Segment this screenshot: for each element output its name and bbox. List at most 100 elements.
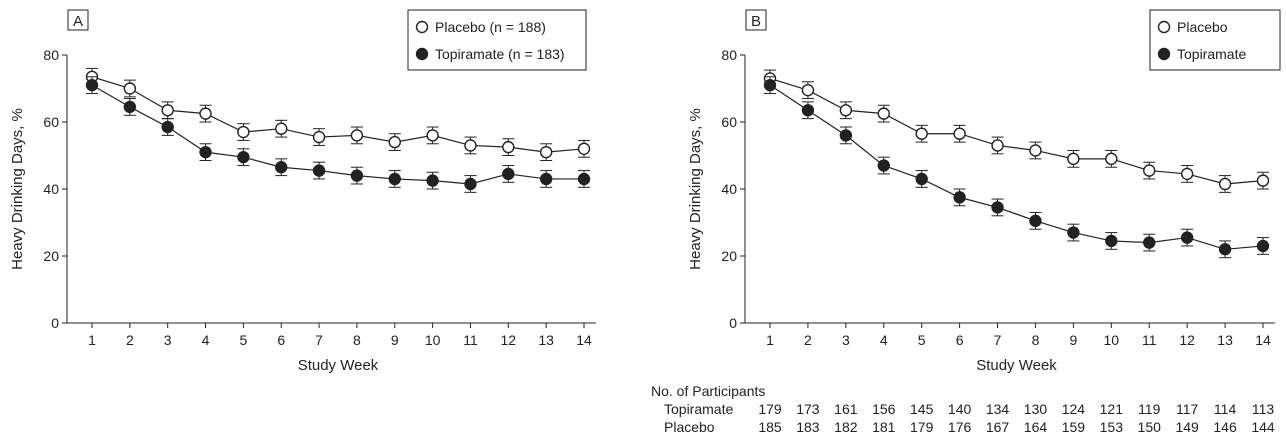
- series-line: [769, 84, 1264, 250]
- y-tick-label: 40: [721, 181, 737, 197]
- series-line: [91, 84, 584, 185]
- legend-label: Placebo: [1177, 19, 1228, 35]
- data-point: [312, 130, 326, 144]
- data-point: [577, 172, 591, 186]
- y-axis-label: Heavy Drinking Days, %: [9, 108, 26, 270]
- data-point: [1105, 234, 1118, 248]
- data-point: [161, 120, 174, 134]
- y-tick-label: 60: [43, 114, 59, 130]
- legend-marker: [415, 47, 429, 61]
- data-point: [464, 177, 477, 191]
- data-point: [953, 191, 966, 204]
- y-tick-label: 20: [721, 248, 737, 264]
- y-tick-label: 20: [43, 248, 59, 264]
- participants-count: 130: [1024, 401, 1048, 417]
- data-point: [388, 172, 401, 186]
- x-tick-label: 5: [239, 332, 247, 348]
- legend: Placebo (n = 188) Topiramate (n = 183): [407, 9, 587, 71]
- data-point: [839, 129, 853, 142]
- participants-count: 161: [834, 401, 858, 417]
- x-tick-label: 7: [994, 332, 1002, 348]
- panel-label-box: [67, 9, 89, 31]
- participants-count: 149: [1175, 419, 1199, 435]
- data-point: [1067, 226, 1080, 239]
- participants-count: 185: [758, 419, 782, 435]
- data-point: [161, 104, 174, 117]
- participants-count: 179: [910, 419, 934, 435]
- data-point: [991, 201, 1004, 214]
- data-point: [199, 145, 212, 159]
- data-point: [1143, 236, 1156, 249]
- series-topiramate: [85, 76, 591, 193]
- legend-label: Placebo (n = 188): [435, 19, 546, 35]
- data-point: [1180, 167, 1194, 181]
- participants-count: 176: [948, 419, 972, 435]
- data-point: [577, 142, 591, 156]
- x-tick-label: 4: [880, 332, 888, 348]
- participants-row-label: Topiramate: [664, 401, 733, 417]
- data-point: [275, 122, 288, 135]
- data-point: [801, 104, 815, 117]
- participants-count: 182: [834, 419, 858, 435]
- participants-count: 144: [1251, 419, 1275, 435]
- series-topiramate: [763, 76, 1270, 259]
- data-point: [426, 129, 439, 142]
- x-tick-label: 2: [126, 332, 134, 348]
- legend-box: [407, 9, 587, 71]
- data-point: [350, 169, 364, 182]
- participants-count: 124: [1062, 401, 1086, 417]
- x-tick-label: 12: [501, 332, 517, 348]
- data-point: [123, 82, 137, 95]
- data-point: [388, 135, 401, 149]
- data-point: [915, 172, 928, 186]
- data-point: [915, 127, 928, 140]
- participants-count: 145: [910, 401, 934, 417]
- series-placebo: [85, 67, 591, 162]
- data-point: [877, 159, 890, 172]
- data-point: [763, 78, 777, 92]
- participants-table-title: No. of Participants: [651, 383, 765, 399]
- data-point: [1029, 214, 1042, 228]
- x-tick-label: 3: [164, 332, 172, 348]
- participants-count: 119: [1138, 401, 1161, 417]
- y-tick-label: 60: [721, 114, 737, 130]
- data-point: [1029, 144, 1042, 157]
- data-point: [1218, 243, 1232, 256]
- y-tick-label: 0: [51, 315, 59, 331]
- data-point: [85, 78, 99, 92]
- participants-count: 134: [986, 401, 1010, 417]
- participants-count: 114: [1214, 401, 1237, 417]
- data-point: [426, 174, 439, 187]
- legend: Placebo Topiramate: [1149, 9, 1281, 71]
- x-tick-label: 6: [277, 332, 285, 348]
- x-tick-label: 1: [88, 332, 96, 348]
- series-line: [769, 77, 1264, 185]
- panel-label: A: [73, 13, 83, 30]
- legend-label: Topiramate (n = 183): [435, 46, 565, 62]
- series-line: [91, 76, 585, 153]
- data-point: [199, 107, 212, 120]
- panel-label: B: [751, 13, 761, 30]
- data-point: [1256, 239, 1270, 253]
- data-point: [350, 129, 364, 142]
- data-point: [1256, 174, 1270, 187]
- x-tick-label: 8: [353, 332, 361, 348]
- data-point: [539, 172, 553, 186]
- participants-count: 183: [796, 419, 820, 435]
- participants-count: 159: [1062, 419, 1086, 435]
- y-axis-label: Heavy Drinking Days, %: [687, 108, 704, 270]
- panel-label-box: [745, 9, 767, 31]
- data-point: [312, 164, 326, 177]
- x-tick-label: 9: [1069, 332, 1077, 348]
- x-tick-label: 7: [315, 332, 323, 348]
- participants-count: 173: [796, 401, 820, 417]
- x-tick-label: 13: [538, 332, 554, 348]
- x-tick-label: 13: [1217, 332, 1233, 348]
- data-point: [839, 104, 853, 117]
- y-tick-label: 0: [729, 315, 737, 331]
- data-point: [953, 127, 966, 140]
- participants-count: 181: [872, 419, 896, 435]
